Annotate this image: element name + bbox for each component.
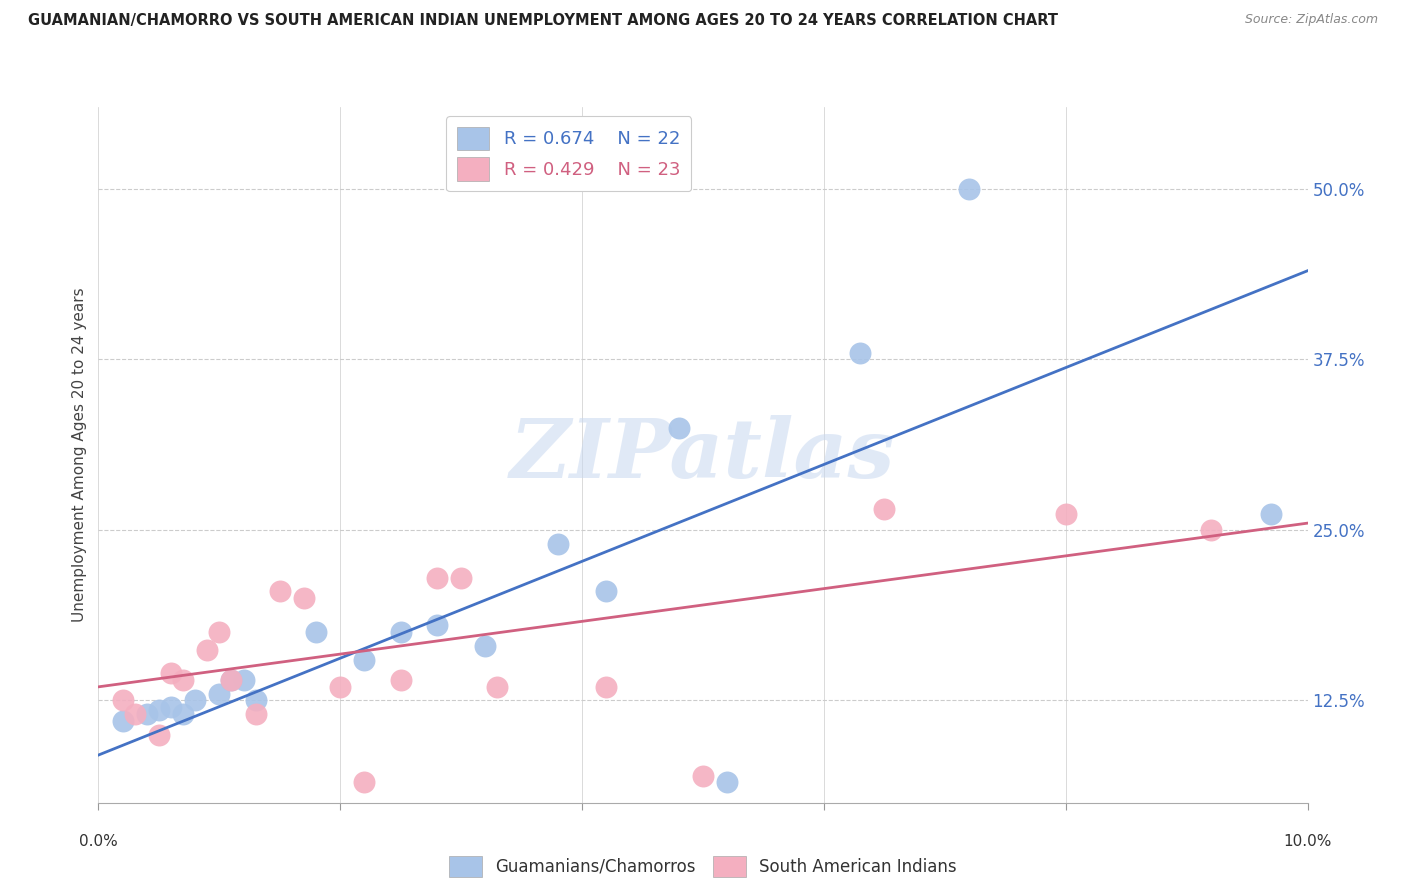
Point: [450, 571, 472, 585]
Text: 0.0%: 0.0%: [79, 834, 118, 849]
Point: [1054, 507, 1077, 521]
Point: [305, 625, 328, 640]
Point: [208, 625, 231, 640]
Point: [232, 673, 254, 687]
Point: [957, 182, 980, 196]
Point: [124, 707, 146, 722]
Point: [135, 707, 157, 722]
Point: [292, 591, 315, 606]
Point: [160, 700, 183, 714]
Point: [716, 775, 738, 789]
Point: [426, 618, 449, 632]
Point: [148, 703, 170, 717]
Point: [668, 420, 690, 434]
Text: 10.0%: 10.0%: [1284, 834, 1331, 849]
Point: [692, 768, 714, 782]
Point: [160, 666, 183, 681]
Text: GUAMANIAN/CHAMORRO VS SOUTH AMERICAN INDIAN UNEMPLOYMENT AMONG AGES 20 TO 24 YEA: GUAMANIAN/CHAMORRO VS SOUTH AMERICAN IND…: [28, 13, 1059, 29]
Point: [111, 714, 134, 728]
Point: [849, 345, 872, 359]
Point: [752, 863, 775, 878]
Point: [353, 775, 375, 789]
Point: [221, 673, 243, 687]
Point: [474, 639, 496, 653]
Y-axis label: Unemployment Among Ages 20 to 24 years: Unemployment Among Ages 20 to 24 years: [72, 287, 87, 623]
Point: [184, 693, 207, 707]
Point: [111, 693, 134, 707]
Text: ZIPatlas: ZIPatlas: [510, 415, 896, 495]
Point: [1260, 507, 1282, 521]
Point: [595, 680, 617, 694]
Point: [195, 643, 218, 657]
Point: [547, 536, 569, 550]
Point: [873, 502, 896, 516]
Point: [353, 652, 375, 666]
Point: [595, 584, 617, 599]
Point: [148, 728, 170, 742]
Point: [389, 625, 412, 640]
Text: Source: ZipAtlas.com: Source: ZipAtlas.com: [1244, 13, 1378, 27]
Point: [245, 707, 267, 722]
Point: [221, 673, 243, 687]
Legend: Guamanians/Chamorros, South American Indians: Guamanians/Chamorros, South American Ind…: [440, 848, 966, 885]
Point: [208, 687, 231, 701]
Point: [269, 584, 291, 599]
Point: [426, 571, 449, 585]
Point: [389, 673, 412, 687]
Point: [329, 680, 352, 694]
Point: [172, 673, 194, 687]
Point: [486, 680, 509, 694]
Point: [245, 693, 267, 707]
Point: [172, 707, 194, 722]
Point: [1199, 523, 1222, 537]
